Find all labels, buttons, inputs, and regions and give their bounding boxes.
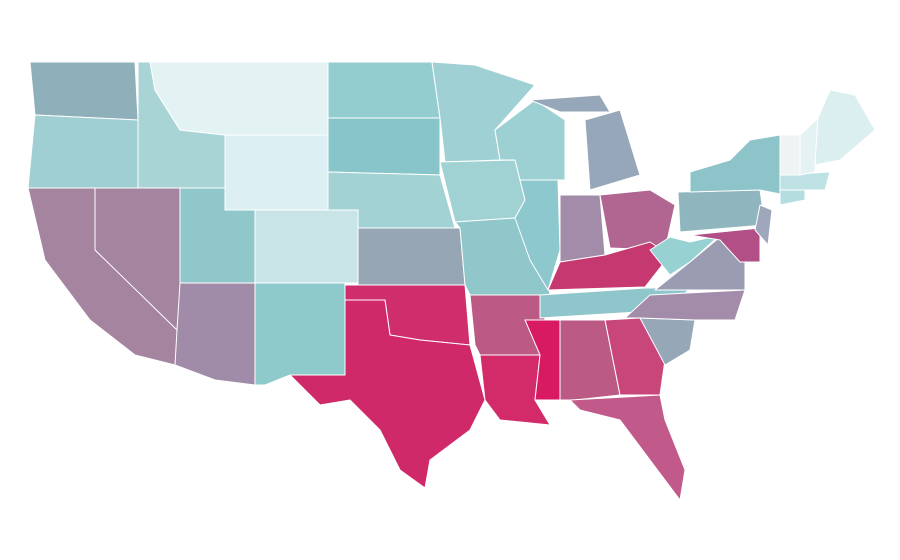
- state: [559, 319, 621, 401]
- state: [327, 61, 441, 119]
- state: [677, 189, 766, 233]
- state: [689, 134, 786, 196]
- state: [814, 89, 876, 166]
- state: [149, 61, 329, 136]
- state: [27, 114, 139, 189]
- state: [327, 117, 441, 176]
- state: [289, 299, 486, 489]
- state: [357, 227, 466, 286]
- state: [689, 227, 761, 263]
- state: [439, 159, 526, 223]
- state: [624, 289, 746, 321]
- state: [754, 204, 773, 246]
- state: [254, 282, 346, 386]
- state: [174, 282, 256, 386]
- state: [559, 194, 606, 263]
- state: [547, 241, 671, 291]
- state: [254, 209, 359, 284]
- state: [529, 94, 641, 191]
- state: [514, 179, 561, 291]
- state: [224, 134, 329, 211]
- state: [524, 319, 561, 401]
- state: [29, 61, 139, 121]
- state: [599, 189, 676, 251]
- state: [799, 117, 819, 176]
- state: [779, 134, 801, 176]
- state: [779, 187, 806, 206]
- state: [779, 171, 831, 191]
- state: [569, 394, 686, 501]
